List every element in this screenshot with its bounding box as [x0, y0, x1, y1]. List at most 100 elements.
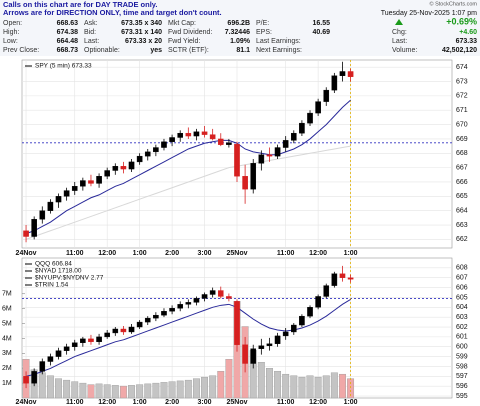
- volume-tick-label: 3M: [2, 350, 12, 357]
- candle-body: [282, 331, 289, 337]
- candle-body: [55, 196, 62, 203]
- volume-tick-label: 5M: [2, 320, 12, 327]
- stat-value: 40.69: [312, 29, 330, 36]
- volume-bar: [201, 376, 208, 399]
- y-tick-label: 598: [456, 363, 468, 370]
- candle-body: [339, 273, 346, 278]
- x-tick-label: 12:00: [98, 250, 116, 257]
- volume-tick-label: 6M: [2, 305, 12, 312]
- candle-body: [307, 307, 313, 317]
- volume-bar: [314, 376, 322, 399]
- x-tick-label: 25Nov: [226, 399, 247, 406]
- y-tick-label: 671: [456, 107, 468, 114]
- y-tick-label: 667: [456, 164, 468, 171]
- candle-body: [266, 343, 273, 346]
- y-tick-label: 607: [456, 275, 468, 282]
- y-tick-label: 604: [456, 304, 468, 311]
- candle-body: [136, 321, 143, 328]
- candle-body: [290, 132, 297, 141]
- copyright: © StockCharts.com: [430, 0, 478, 7]
- volume-bar: [103, 384, 111, 399]
- volume-tick-label: 7M: [2, 291, 12, 298]
- candle-body: [153, 314, 159, 319]
- candle-body: [161, 141, 167, 148]
- candle-body: [88, 338, 94, 343]
- x-tick-label: 1:00: [133, 250, 147, 257]
- volume-bar: [144, 383, 152, 399]
- candle-body: [201, 131, 208, 135]
- candle-body: [47, 201, 54, 211]
- stat-label: Bid:: [84, 29, 96, 36]
- y-tick-label: 606: [456, 284, 468, 291]
- candle-body: [226, 142, 232, 145]
- stat-label: Prev Close:: [3, 47, 39, 54]
- legend-label: QQQ 606.84: [35, 261, 72, 268]
- candle-body: [258, 345, 265, 349]
- candle-body: [242, 344, 248, 364]
- volume-bar: [274, 370, 282, 399]
- candle-body: [234, 144, 240, 177]
- y-tick-label: 662: [456, 236, 468, 243]
- candle-body: [112, 165, 119, 171]
- candle-body: [169, 308, 175, 312]
- candle-body: [193, 131, 200, 137]
- stat-value: 674.38: [57, 29, 79, 36]
- candle-body: [299, 315, 305, 326]
- stat-value: 42,502,120: [442, 47, 477, 54]
- volume-bar: [209, 375, 217, 399]
- volume-bar: [257, 362, 265, 399]
- y-tick-label: 597: [456, 373, 468, 380]
- candle-body: [144, 317, 151, 323]
- volume-bar: [225, 359, 233, 399]
- candle-body: [63, 190, 70, 197]
- volume-bar: [128, 385, 135, 399]
- legend-label: $NYUPV:$NYDNV 2.77: [35, 275, 104, 282]
- stat-value: 81.1: [236, 47, 250, 54]
- moving-average: [25, 145, 351, 240]
- legend-label: $TRIN 1.54: [35, 282, 69, 289]
- volume-bar: [160, 382, 168, 399]
- y-tick-label: 605: [456, 294, 468, 301]
- candle-body: [217, 290, 224, 297]
- candle-body: [96, 336, 102, 343]
- stat-value: +4.60: [459, 29, 477, 36]
- volume-bar: [38, 372, 46, 399]
- x-tick-label: 11:00: [277, 399, 295, 406]
- candle-body: [23, 230, 29, 237]
- candle-body: [201, 294, 208, 299]
- stat-label: Chg:: [392, 29, 407, 36]
- y-tick-label: 663: [456, 222, 468, 229]
- volume-tick-label: 1M: [2, 380, 12, 387]
- stat-label: Volume:: [392, 47, 417, 54]
- x-tick-label: 3:00: [198, 250, 212, 257]
- change-percent: +0.69%: [446, 16, 477, 26]
- volume-bar: [111, 385, 119, 399]
- volume-bar: [266, 368, 273, 399]
- stat-label: Fwd Yield:: [168, 38, 200, 45]
- x-tick-label: 12:00: [309, 250, 327, 257]
- x-tick-label: 1:00: [133, 399, 147, 406]
- volume-bar: [298, 376, 306, 399]
- candle-body: [209, 134, 216, 140]
- y-tick-label: 601: [456, 334, 468, 341]
- volume-bar: [63, 379, 71, 399]
- x-tick-label: 11:00: [66, 399, 84, 406]
- candle-body: [96, 176, 102, 184]
- y-tick-label: 600: [456, 344, 468, 351]
- stat-value: 673.35 x 340: [121, 20, 162, 27]
- candle-body: [88, 180, 94, 184]
- candle-body: [299, 122, 305, 134]
- date: Tuesday 25-Nov-2025 1:07 pm: [381, 10, 477, 17]
- candle-body: [136, 155, 143, 163]
- x-tick-label: 3:00: [198, 399, 212, 406]
- candle-body: [31, 371, 37, 384]
- y-tick-label: 670: [456, 121, 468, 128]
- notice-line: Calls on this chart are for DAY TRADE on…: [3, 0, 157, 9]
- stat-value: 673.33: [456, 38, 478, 45]
- volume-bar: [330, 372, 338, 399]
- y-tick-label: 665: [456, 193, 468, 200]
- stat-label: EPS:: [256, 29, 272, 36]
- x-tick-label: 11:00: [277, 250, 295, 257]
- y-tick-label: 602: [456, 324, 468, 331]
